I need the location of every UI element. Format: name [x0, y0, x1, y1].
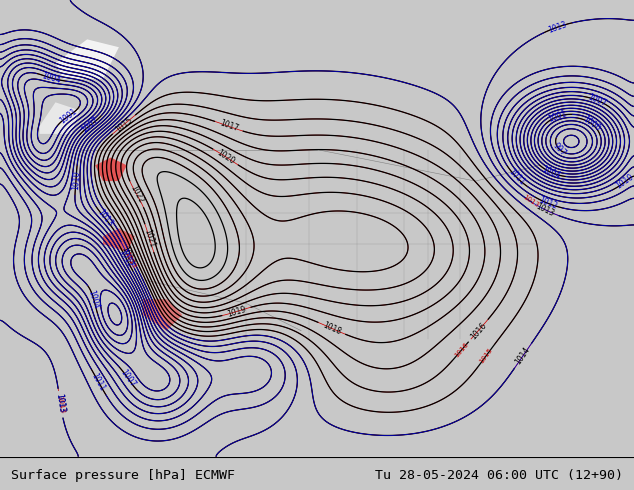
Text: 1019: 1019: [226, 304, 247, 319]
Text: 1000: 1000: [581, 114, 602, 133]
Text: 997: 997: [551, 141, 567, 158]
Text: 1016: 1016: [469, 320, 488, 341]
Text: 1010: 1010: [71, 171, 81, 190]
Text: 1007: 1007: [587, 93, 608, 108]
Polygon shape: [595, 0, 634, 63]
Text: 1013: 1013: [55, 393, 66, 414]
Text: 1013: 1013: [96, 208, 115, 229]
Text: 1011: 1011: [507, 167, 526, 187]
Text: 1013: 1013: [534, 201, 555, 218]
Text: 1017: 1017: [218, 119, 240, 134]
Text: 1016: 1016: [453, 341, 470, 359]
Text: 1015: 1015: [113, 115, 134, 134]
Polygon shape: [39, 102, 79, 134]
Text: 1004: 1004: [541, 165, 562, 181]
Text: 1013: 1013: [56, 395, 65, 414]
Text: 1011: 1011: [90, 371, 107, 392]
Text: 1013: 1013: [123, 250, 137, 269]
Polygon shape: [55, 39, 119, 79]
Polygon shape: [317, 39, 436, 102]
Text: 1021: 1021: [142, 228, 157, 248]
Text: 1013: 1013: [119, 245, 136, 266]
Text: Surface pressure [hPa] ECMWF: Surface pressure [hPa] ECMWF: [11, 468, 235, 482]
Text: 1010: 1010: [614, 172, 634, 191]
Polygon shape: [103, 228, 134, 252]
Text: 1013: 1013: [55, 393, 66, 414]
Polygon shape: [301, 315, 420, 393]
Text: 1013: 1013: [522, 194, 540, 209]
Text: 1015: 1015: [479, 347, 494, 365]
Text: 1007: 1007: [80, 116, 101, 135]
Text: 1020: 1020: [215, 148, 236, 166]
Text: 1004: 1004: [40, 71, 61, 85]
Text: Tu 28-05-2024 06:00 UTC (12+90): Tu 28-05-2024 06:00 UTC (12+90): [375, 468, 623, 482]
Polygon shape: [420, 0, 634, 457]
Polygon shape: [396, 354, 595, 457]
Text: 1022: 1022: [128, 184, 145, 205]
Polygon shape: [95, 157, 127, 181]
Text: 1001: 1001: [547, 109, 568, 124]
Text: 1007: 1007: [119, 368, 138, 389]
Text: 1001: 1001: [58, 107, 79, 125]
Text: 1012: 1012: [117, 247, 134, 269]
Text: 1014: 1014: [514, 345, 532, 367]
Text: 1012: 1012: [538, 196, 559, 211]
Text: 1004: 1004: [87, 289, 101, 310]
Text: 1013: 1013: [547, 20, 568, 34]
Polygon shape: [143, 299, 182, 331]
Text: 1018: 1018: [321, 320, 342, 336]
Polygon shape: [0, 0, 238, 457]
